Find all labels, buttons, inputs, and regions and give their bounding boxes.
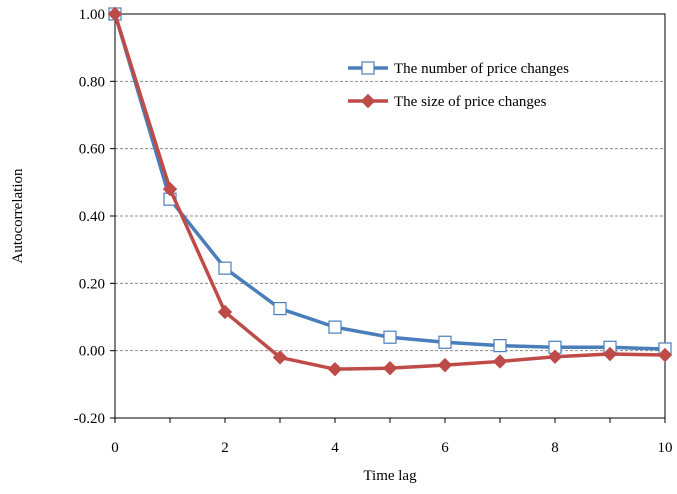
y-tick-label: 0.60 xyxy=(79,142,105,158)
data-point xyxy=(328,320,342,334)
data-point xyxy=(492,354,508,369)
x-tick-label: 4 xyxy=(331,440,339,456)
data-point xyxy=(382,360,398,376)
legend-marker xyxy=(360,93,376,109)
axis-ticks: -0.20 0.00 0.20 0.40 0.60 0.80 1.00 0 2 4 6 8 10 xyxy=(74,7,673,456)
y-tick-label: 0.20 xyxy=(79,276,105,292)
legend: The number of price changes The size of p… xyxy=(348,61,569,110)
y-axis-title: Autocorrelation xyxy=(10,168,26,263)
data-point xyxy=(547,349,563,364)
legend-label: The number of price changes xyxy=(394,61,569,77)
x-tick-label: 2 xyxy=(221,440,229,456)
y-tick-label: 0.80 xyxy=(79,74,105,90)
y-tick-label: -0.20 xyxy=(74,411,105,427)
x-tick-label: 6 xyxy=(441,440,449,456)
series-line xyxy=(113,13,666,371)
legend-marker xyxy=(361,61,375,75)
data-point xyxy=(218,261,232,275)
data-point xyxy=(437,357,453,373)
data-point xyxy=(273,301,287,316)
gridlines xyxy=(115,80,665,352)
series-1 xyxy=(107,6,673,377)
data-point xyxy=(383,330,397,344)
data-point xyxy=(657,347,673,363)
data-point xyxy=(272,350,288,365)
legend-entry: The number of price changes xyxy=(348,61,569,77)
data-point xyxy=(327,361,343,377)
data-point xyxy=(217,304,233,320)
series-line xyxy=(113,13,666,351)
y-tick-label: 1.00 xyxy=(79,7,105,23)
data-point xyxy=(438,335,452,349)
legend-label: The size of price changes xyxy=(394,94,547,110)
data-point xyxy=(162,181,178,197)
x-tick-label: 8 xyxy=(551,440,559,456)
y-tick-label: 0.00 xyxy=(79,344,105,360)
x-axis-title: Time lag xyxy=(363,468,417,484)
data-point xyxy=(493,339,507,353)
legend-entry: The size of price changes xyxy=(348,93,547,110)
series-lines xyxy=(107,6,673,377)
x-tick-label: 0 xyxy=(111,440,119,456)
series-0 xyxy=(108,7,672,356)
data-point xyxy=(602,346,618,362)
data-point xyxy=(107,6,123,22)
x-tick-label: 10 xyxy=(658,440,673,456)
y-tick-label: 0.40 xyxy=(79,209,105,225)
